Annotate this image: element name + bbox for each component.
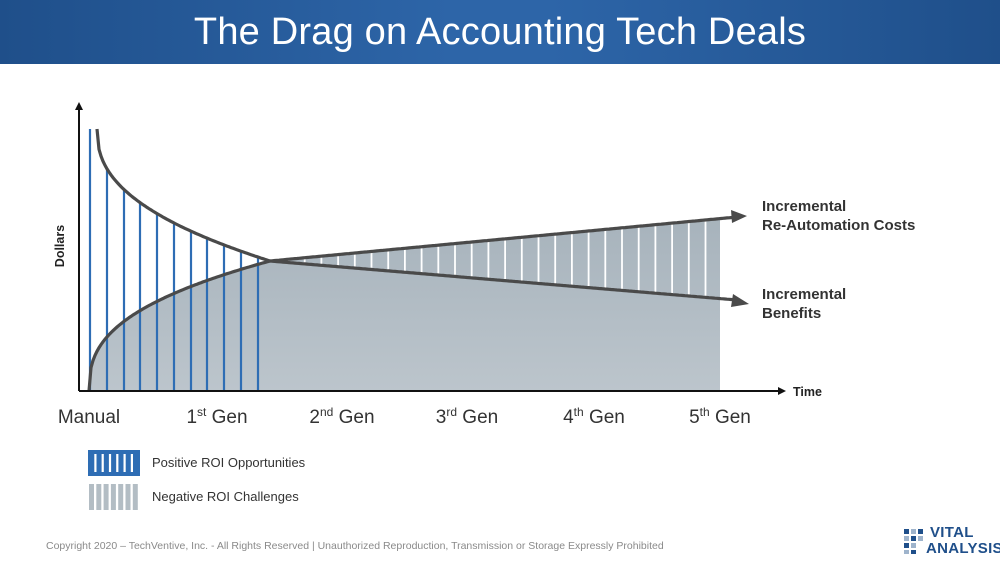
benefits-arrowhead — [731, 294, 749, 307]
logo-word-2: ANALYSIS — [926, 540, 1000, 557]
x-tick-label-3: 2nd Gen — [309, 405, 374, 428]
title-bar: The Drag on Accounting Tech Deals — [0, 0, 1000, 64]
legend-label-positive: Positive ROI Opportunities — [152, 455, 306, 470]
y-axis-arrowhead — [75, 102, 83, 110]
x-tick-label-6: 5th Gen — [689, 405, 751, 428]
legend-swatch-positive — [88, 450, 140, 476]
logo-mark-icon — [904, 529, 923, 554]
costs-curve — [87, 215, 734, 392]
logo-word-1: VITAL — [930, 524, 974, 541]
cost-area — [89, 218, 720, 391]
costs-arrowhead — [731, 210, 747, 223]
vital-analysis-logo: VITAL ANALYSIS — [902, 524, 1000, 558]
x-tick-label-1: Manual — [58, 407, 120, 428]
benefits-curve — [95, 128, 738, 302]
x-axis-label: Time — [793, 385, 822, 399]
chart: Dollars Time Manual 1st Gen 2nd Gen 3rd Gen 4t… — [53, 102, 915, 428]
x-axis-arrowhead — [778, 387, 786, 395]
x-tick-label-2: 1st Gen — [186, 405, 247, 428]
copyright-text: Copyright 2020 – TechVentive, Inc. - All… — [46, 540, 664, 552]
page-title: The Drag on Accounting Tech Deals — [193, 10, 807, 53]
x-tick-label-5: 4th Gen — [563, 405, 625, 428]
y-axis-label: Dollars — [53, 225, 67, 267]
x-tick-label-4: 3rd Gen — [436, 405, 498, 428]
legend-swatch-negative — [88, 484, 140, 510]
benefits-series-label: Incremental Benefits — [762, 286, 846, 322]
costs-series-label: Incremental Re-Automation Costs — [762, 198, 915, 234]
legend-label-negative: Negative ROI Challenges — [152, 489, 299, 504]
